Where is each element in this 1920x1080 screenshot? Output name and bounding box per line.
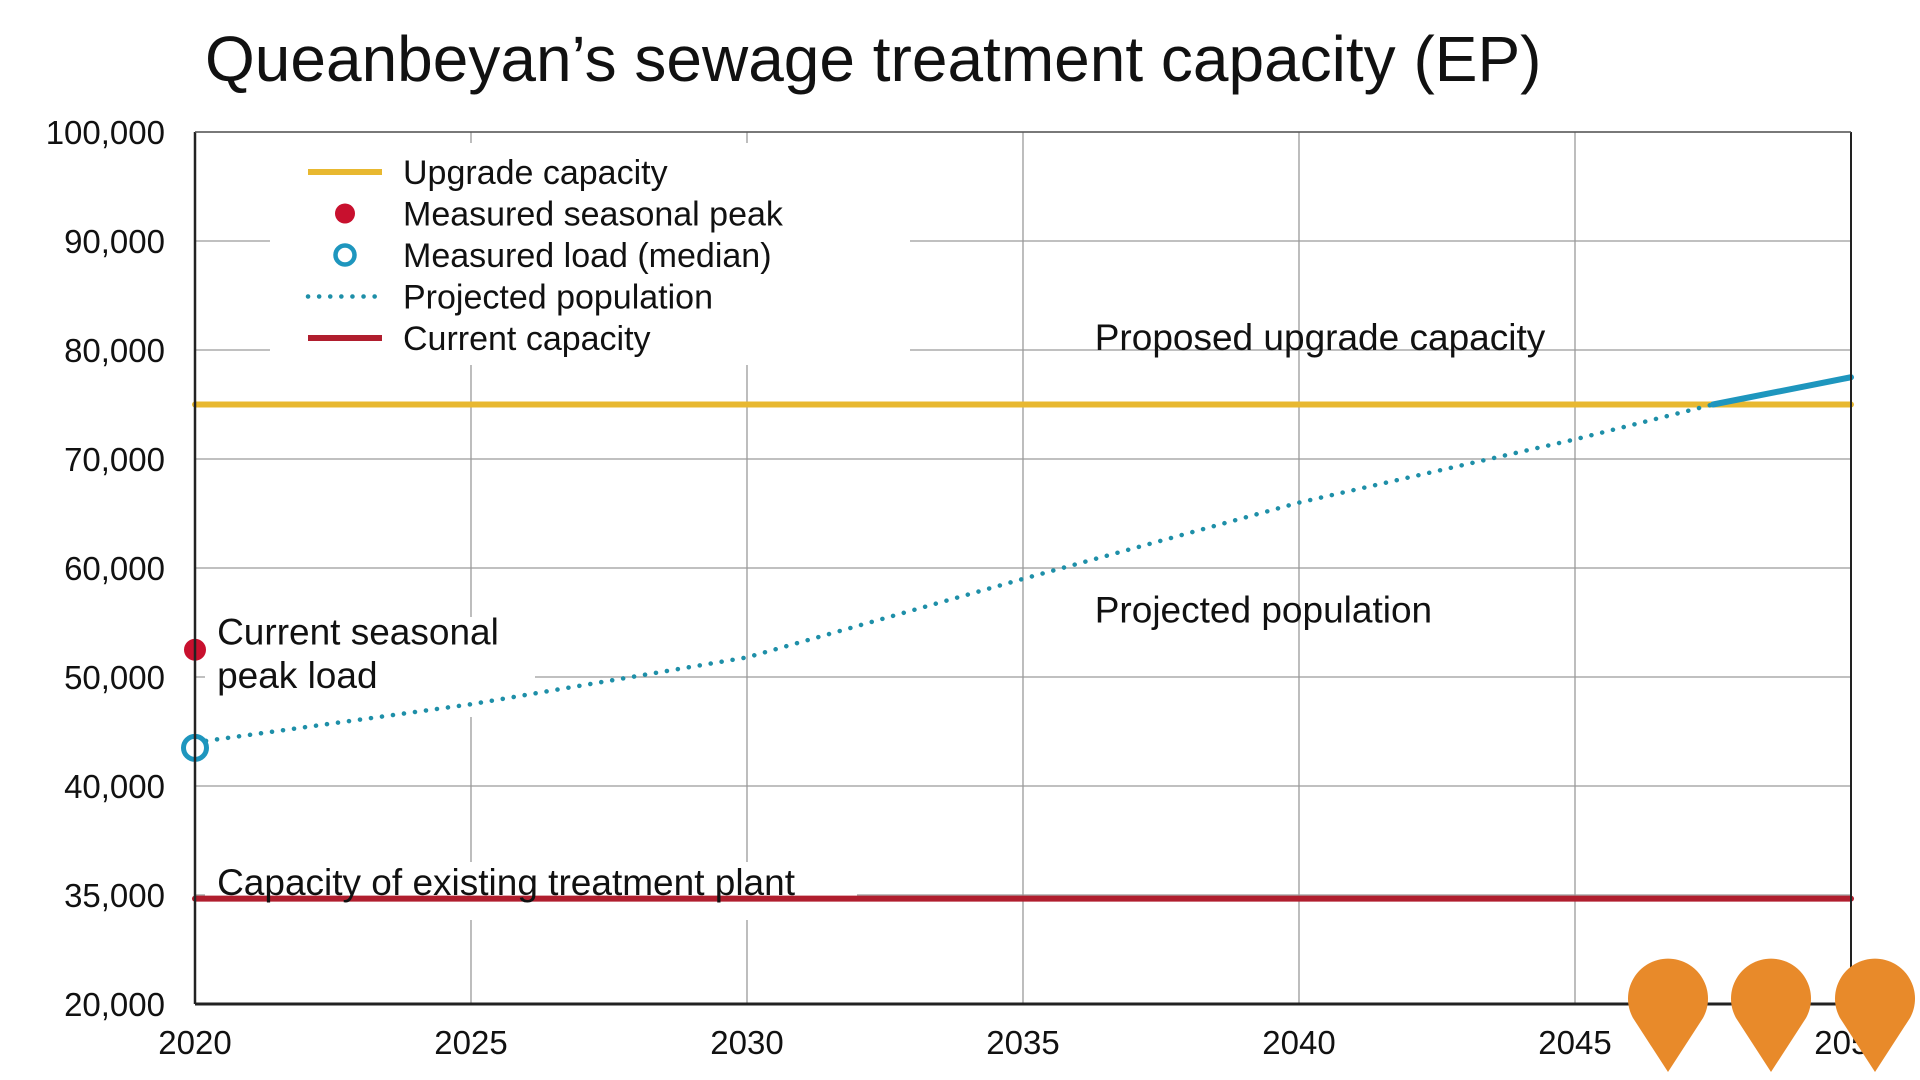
legend-upgrade-capacity-label: Upgrade capacity — [403, 154, 668, 192]
legend-background — [270, 143, 910, 365]
annotation-label: Current seasonal — [217, 611, 499, 652]
location-pin-icon — [1628, 958, 1708, 1072]
legend: Upgrade capacity Measured seasonal peakMe… — [305, 154, 784, 358]
y-tick-label: 70,000 — [64, 441, 165, 478]
legend-measured-load-median--swatch — [333, 243, 357, 267]
x-tick-label: 2030 — [710, 1024, 783, 1061]
annotation-label: Capacity of existing treatment plant — [217, 862, 796, 903]
y-tick-label: 40,000 — [64, 768, 165, 805]
y-tick-label: 90,000 — [64, 223, 165, 260]
location-pin-icon — [1731, 958, 1811, 1072]
legend-projected-population-label: Projected population — [403, 279, 713, 317]
map-pins — [1628, 958, 1915, 1072]
annotations: Proposed upgrade capacity Projected popul… — [217, 317, 1546, 903]
annotation-background — [205, 862, 857, 920]
legend-measured-seasonal-peak-swatch — [335, 203, 355, 224]
legend-current-capacity-label: Current capacity — [403, 320, 651, 358]
y-tick-label: 20,000 — [64, 986, 165, 1023]
chart-title: Queanbeyan’s sewage treatment capacity (… — [205, 23, 1542, 95]
annotation-background — [205, 617, 535, 717]
y-tick-label: 60,000 — [64, 550, 165, 587]
annotation-label: Projected population — [1095, 590, 1432, 631]
annotation-label: peak load — [217, 655, 377, 696]
y-tick-label: 80,000 — [64, 332, 165, 369]
legend-measured-load-median--label: Measured load (median) — [403, 237, 772, 275]
location-pin-icon — [1835, 958, 1915, 1072]
legend-measured-seasonal-peak-label: Measured seasonal peak — [403, 196, 784, 234]
x-tick-label: 2045 — [1538, 1024, 1611, 1061]
x-tick-label: 2035 — [986, 1024, 1059, 1061]
x-tick-label: 2040 — [1262, 1024, 1335, 1061]
series-projected-population — [192, 402, 1716, 745]
series-projected-population-beyond-upgrade — [1710, 374, 1854, 408]
y-tick-label: 100,000 — [46, 114, 165, 151]
annotation-label: Proposed upgrade capacity — [1095, 317, 1546, 358]
x-tick-label: 2020 — [158, 1024, 231, 1061]
x-tick-label: 2025 — [434, 1024, 507, 1061]
y-tick-label: 35,000 — [64, 877, 165, 914]
y-tick-label: 50,000 — [64, 659, 165, 696]
